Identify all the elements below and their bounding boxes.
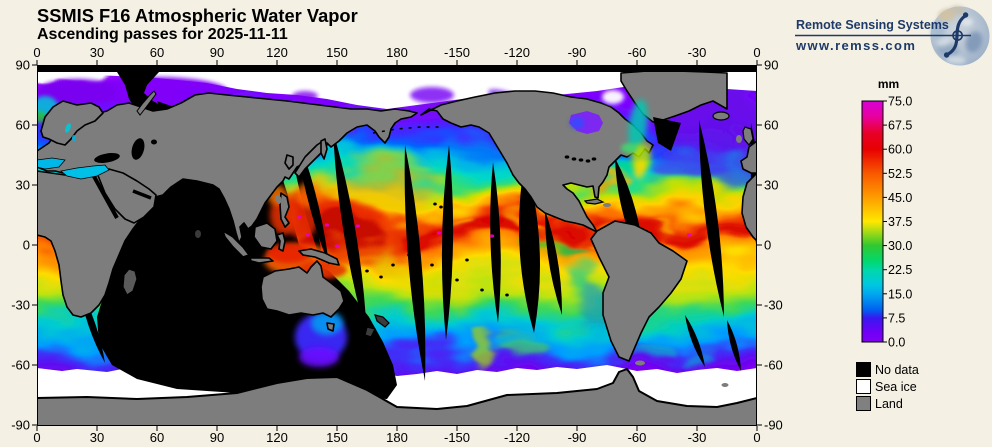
svg-text:-90: -90: [11, 418, 30, 433]
svg-text:Land: Land: [875, 397, 903, 411]
svg-text:120: 120: [266, 45, 288, 60]
svg-text:75.0: 75.0: [888, 95, 912, 109]
svg-text:52.5: 52.5: [888, 167, 912, 181]
svg-text:-60: -60: [628, 430, 647, 445]
svg-text:0: 0: [753, 430, 760, 445]
svg-text:150: 150: [326, 45, 348, 60]
svg-text:60: 60: [150, 430, 164, 445]
svg-text:-150: -150: [444, 45, 470, 60]
svg-text:-30: -30: [688, 430, 707, 445]
svg-text:Remote Sensing Systems: Remote Sensing Systems: [796, 18, 949, 32]
svg-text:mm: mm: [878, 77, 899, 91]
svg-text:90: 90: [16, 58, 30, 73]
svg-text:Ascending passes for 2025-11-1: Ascending passes for 2025-11-11: [37, 26, 288, 43]
svg-text:-30: -30: [688, 45, 707, 60]
svg-text:-30: -30: [764, 298, 783, 313]
svg-text:SSMIS F16 Atmospheric Water Va: SSMIS F16 Atmospheric Water Vapor: [37, 5, 358, 26]
svg-text:Sea ice: Sea ice: [875, 380, 917, 394]
svg-text:37.5: 37.5: [888, 215, 912, 229]
svg-text:0: 0: [753, 45, 760, 60]
svg-text:7.5: 7.5: [888, 311, 905, 325]
svg-text:-30: -30: [11, 298, 30, 313]
svg-text:45.0: 45.0: [888, 191, 912, 205]
svg-text:120: 120: [266, 430, 288, 445]
svg-text:90: 90: [764, 58, 778, 73]
svg-text:22.5: 22.5: [888, 263, 912, 277]
svg-text:180: 180: [386, 45, 408, 60]
svg-text:60: 60: [764, 118, 778, 133]
svg-text:67.5: 67.5: [888, 119, 912, 133]
svg-text:60: 60: [16, 118, 30, 133]
svg-text:0.0: 0.0: [888, 336, 905, 350]
svg-text:-60: -60: [11, 358, 30, 373]
svg-text:-120: -120: [504, 45, 530, 60]
svg-text:0: 0: [23, 238, 30, 253]
svg-text:150: 150: [326, 430, 348, 445]
svg-text:30.0: 30.0: [888, 239, 912, 253]
svg-text:30: 30: [90, 45, 104, 60]
svg-text:www.remss.com: www.remss.com: [795, 38, 916, 53]
svg-text:-120: -120: [504, 430, 530, 445]
svg-text:-60: -60: [764, 358, 783, 373]
svg-text:15.0: 15.0: [888, 287, 912, 301]
svg-text:60: 60: [150, 45, 164, 60]
svg-text:30: 30: [764, 178, 778, 193]
svg-text:No data: No data: [875, 363, 919, 377]
svg-text:0: 0: [33, 430, 40, 445]
svg-text:0: 0: [33, 45, 40, 60]
svg-text:-150: -150: [444, 430, 470, 445]
svg-text:-90: -90: [568, 430, 587, 445]
svg-text:90: 90: [210, 45, 224, 60]
svg-text:60.0: 60.0: [888, 143, 912, 157]
svg-text:0: 0: [764, 238, 771, 253]
svg-text:-90: -90: [568, 45, 587, 60]
svg-text:30: 30: [16, 178, 30, 193]
svg-text:90: 90: [210, 430, 224, 445]
svg-text:-90: -90: [764, 418, 783, 433]
svg-text:-60: -60: [628, 45, 647, 60]
svg-text:180: 180: [386, 430, 408, 445]
svg-text:30: 30: [90, 430, 104, 445]
